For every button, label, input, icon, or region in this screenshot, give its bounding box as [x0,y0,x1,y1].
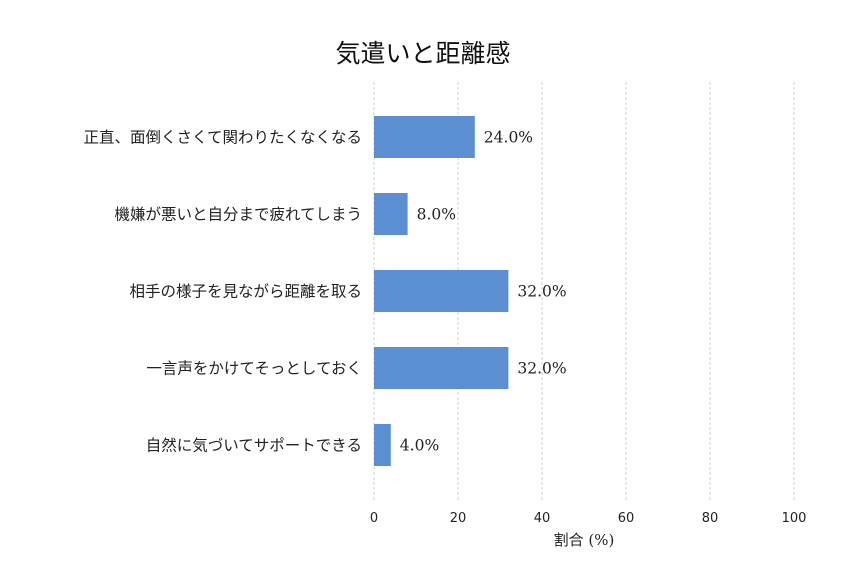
category-label: 相手の様子を見ながら距離を取る [129,283,362,301]
bar-value-label: 24.0% [484,129,533,147]
bars [374,116,509,466]
chart-title: 気遣いと距離感 [335,39,510,68]
category-labels: 正直、面倒くさくて関わりたくなくなる機嫌が悪いと自分まで疲れてしまう相手の様子を… [83,129,362,455]
x-tick-label: 60 [618,511,635,526]
bar [374,347,509,389]
x-tick-label: 80 [702,511,719,526]
x-axis-label: 割合 (%) [554,531,615,549]
bar [374,116,475,158]
x-tick-label: 40 [534,511,551,526]
bar [374,270,509,312]
bar [374,424,391,466]
x-tick-label: 0 [370,511,378,526]
bar [374,193,408,235]
x-tick-labels: 0 20 40 60 80 100 [370,511,807,526]
bar-value-label: 8.0% [417,206,456,224]
x-tick-label: 20 [450,511,467,526]
category-label: 機嫌が悪いと自分まで疲れてしまう [114,206,362,224]
category-label: 一言声をかけてそっとしておく [146,360,362,378]
x-tick-label: 100 [782,511,807,526]
bar-value-label: 4.0% [400,437,439,455]
bar-value-label: 32.0% [517,360,566,378]
value-labels: 24.0% 8.0% 32.0% 32.0% 4.0% [400,129,567,455]
category-label: 正直、面倒くさくて関わりたくなくなる [83,129,362,147]
bar-value-label: 32.0% [517,283,566,301]
category-label: 自然に気づいてサポートできる [146,437,362,455]
